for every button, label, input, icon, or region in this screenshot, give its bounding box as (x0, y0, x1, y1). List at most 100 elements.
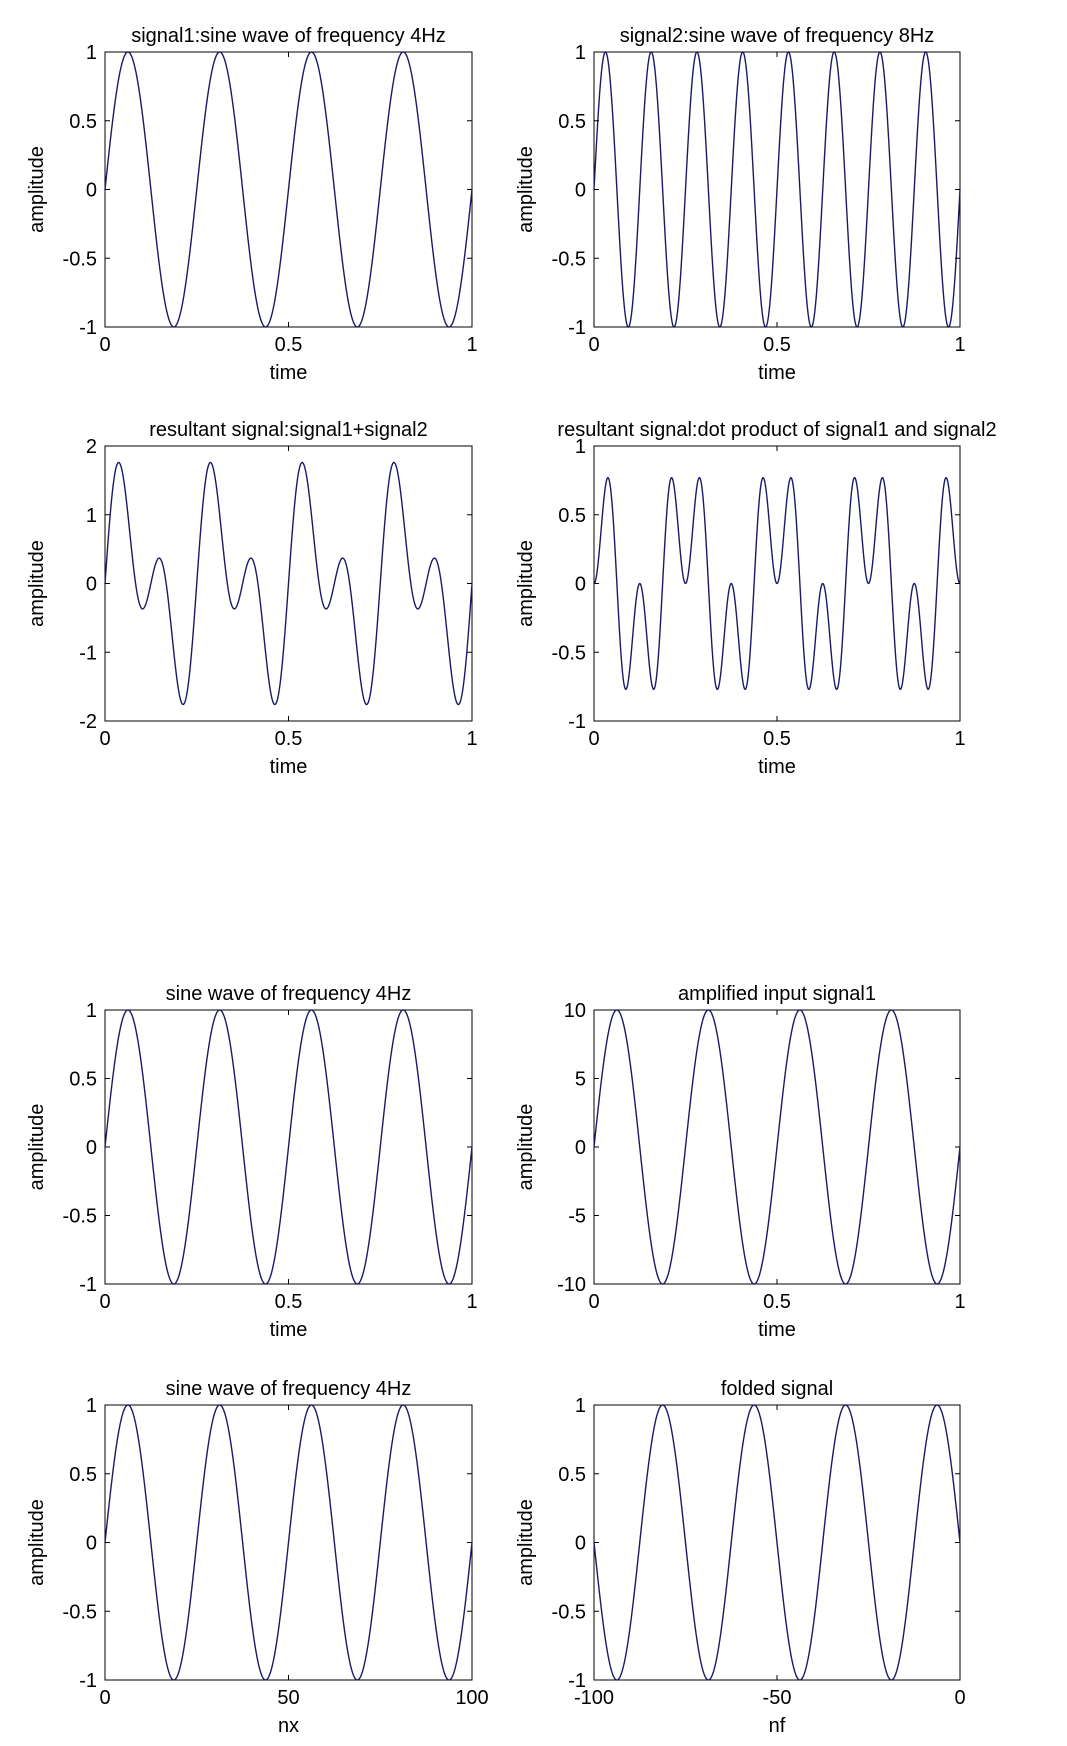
x-tick-label: 0 (99, 1687, 110, 1709)
x-axis-label: time (270, 362, 308, 384)
x-axis-label: time (758, 1319, 796, 1341)
chart-title: amplified input signal1 (678, 983, 876, 1005)
y-axis-label: amplitude (26, 540, 48, 627)
series-line-1 (104, 51, 473, 328)
chart-title: folded signal (721, 1378, 833, 1400)
x-tick-label: 0.5 (763, 1291, 791, 1313)
x-tick-label: 1 (466, 728, 477, 750)
y-tick-label: 0 (575, 574, 586, 596)
y-tick-label: 1 (86, 42, 97, 64)
series-line-1 (104, 461, 473, 706)
x-tick-label: 0 (588, 334, 599, 356)
x-tick-label: 0.5 (275, 728, 303, 750)
x-tick-label: 0 (588, 1291, 599, 1313)
y-tick-label: -0.5 (552, 1601, 586, 1623)
subplot-6: 0 0.5 1 10 5 0 -5 -10 amplified input signal1 tim… (515, 983, 966, 1341)
y-tick-label: -0.5 (63, 248, 97, 270)
y-tick-label: -0.5 (552, 248, 586, 270)
y-tick-label: -2 (79, 711, 97, 733)
x-axis-label: nf (769, 1715, 786, 1737)
y-tick-label: 0 (86, 1137, 97, 1159)
x-axis-label: nx (278, 1715, 299, 1737)
y-axis-label: amplitude (515, 146, 537, 233)
x-tick-label: 1 (954, 334, 965, 356)
y-tick-label: -5 (568, 1206, 586, 1228)
subplot-7: 0 50 100 1 0.5 0 -0.5 -1 sine wave of frequency … (26, 1378, 489, 1737)
x-tick-label: -50 (763, 1687, 792, 1709)
y-tick-label: 0 (575, 1533, 586, 1555)
x-axis-label: time (758, 756, 796, 778)
x-tick-label: 0 (99, 334, 110, 356)
subplot-1: 0 0.5 1 1 0.5 0 -0.5 -1 signal1:sine wave of fre… (26, 25, 478, 384)
chart-title: signal2:sine wave of frequency 8Hz (620, 25, 935, 47)
y-axis-label: amplitude (515, 1104, 537, 1191)
y-tick-label: 0 (86, 1533, 97, 1555)
series-line-1 (104, 1404, 473, 1681)
y-axis-label: amplitude (26, 1499, 48, 1586)
x-axis-label: time (270, 1319, 308, 1341)
y-tick-label: 0.5 (558, 111, 586, 133)
subplot-8: -100 -50 0 1 0.5 0 -0.5 -1 folded signal nf amplit… (515, 1378, 966, 1737)
y-tick-label: -1 (568, 1670, 586, 1692)
subplot-5: 0 0.5 1 1 0.5 0 -0.5 -1 sine wave of frequency 4… (26, 983, 478, 1341)
chart-title: sine wave of frequency 4Hz (166, 1378, 412, 1400)
x-tick-label: 0 (99, 728, 110, 750)
y-tick-label: 1 (575, 42, 586, 64)
x-tick-label: 1 (954, 728, 965, 750)
subplot-3: 0 0.5 1 2 1 0 -1 -2 resultant signal:signal1+sig… (26, 419, 478, 778)
x-tick-label: 0.5 (275, 334, 303, 356)
series-line-1 (593, 476, 961, 691)
y-tick-label: 2 (86, 436, 97, 458)
series-line-1 (104, 1009, 473, 1285)
y-tick-label: -1 (79, 1670, 97, 1692)
x-axis-label: time (270, 756, 308, 778)
y-tick-label: 1 (86, 505, 97, 527)
y-tick-label: -0.5 (63, 1601, 97, 1623)
y-tick-label: 1 (575, 1395, 586, 1417)
x-tick-label: -100 (574, 1687, 614, 1709)
x-tick-label: 0.5 (763, 334, 791, 356)
y-tick-label: 10 (564, 1000, 586, 1022)
y-tick-label: -0.5 (63, 1206, 97, 1228)
x-tick-label: 0 (588, 728, 599, 750)
y-tick-label: 0 (575, 180, 586, 202)
series-line-1 (593, 51, 961, 328)
y-tick-label: 1 (86, 1395, 97, 1417)
y-tick-label: -10 (557, 1274, 586, 1296)
x-tick-label: 50 (277, 1687, 299, 1709)
y-tick-label: 1 (575, 436, 586, 458)
y-tick-label: 0 (86, 180, 97, 202)
x-tick-label: 0 (99, 1291, 110, 1313)
y-axis-label: amplitude (26, 146, 48, 233)
y-tick-label: -1 (79, 1274, 97, 1296)
x-tick-label: 1 (466, 1291, 477, 1313)
y-axis-label: amplitude (26, 1104, 48, 1191)
x-tick-label: 0.5 (275, 1291, 303, 1313)
y-tick-label: 0 (86, 574, 97, 596)
subplot-2: 0 0.5 1 1 0.5 0 -0.5 -1 signal2:sine wave of fre… (515, 25, 966, 384)
y-tick-label: 0.5 (69, 1464, 97, 1486)
y-axis-label: amplitude (515, 540, 537, 627)
y-tick-label: -1 (568, 317, 586, 339)
y-tick-label: 1 (86, 1000, 97, 1022)
chart-title: resultant signal:dot product of signal1 … (557, 419, 996, 441)
y-tick-label: 0.5 (69, 111, 97, 133)
series-line-1 (593, 1009, 961, 1285)
x-tick-label: 100 (455, 1687, 488, 1709)
y-axis-label: amplitude (515, 1499, 537, 1586)
y-tick-label: 5 (575, 1069, 586, 1091)
subplot-4: 0 0.5 1 1 0.5 0 -0.5 -1 resultant signal:dot pro… (515, 419, 997, 778)
y-tick-label: 0 (575, 1137, 586, 1159)
chart-title: resultant signal:signal1+signal2 (149, 419, 428, 441)
x-axis-label: time (758, 362, 796, 384)
x-tick-label: 0.5 (763, 728, 791, 750)
y-tick-label: -1 (79, 642, 97, 664)
y-tick-label: -0.5 (552, 642, 586, 664)
x-tick-label: 1 (954, 1291, 965, 1313)
y-tick-label: 0.5 (558, 505, 586, 527)
series-line-1 (593, 1404, 961, 1681)
y-tick-label: -1 (79, 317, 97, 339)
x-tick-label: 0 (954, 1687, 965, 1709)
chart-title: signal1:sine wave of frequency 4Hz (131, 25, 446, 47)
